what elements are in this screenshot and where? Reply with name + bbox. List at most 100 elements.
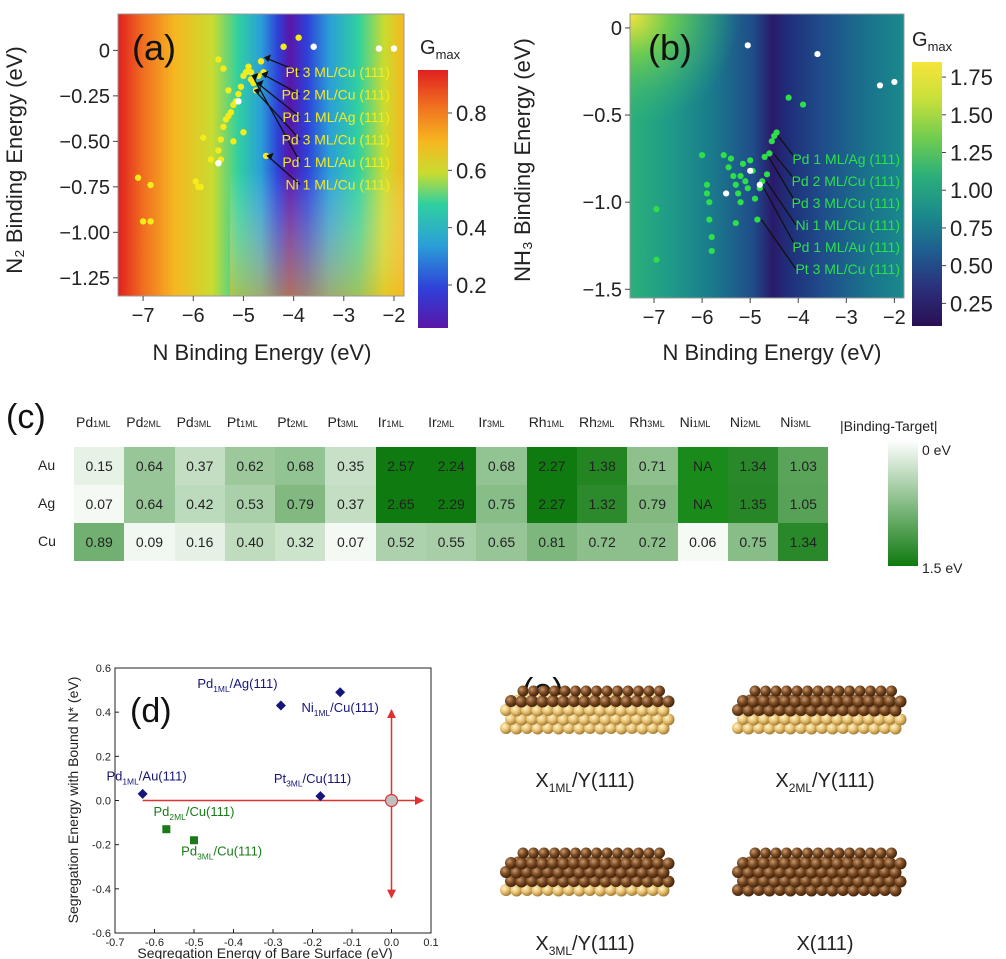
gold-atom — [510, 704, 523, 717]
brown-atom — [622, 685, 634, 697]
data-point-white — [390, 45, 398, 52]
brown-atom — [863, 695, 875, 707]
gold-atom — [563, 704, 575, 716]
brown-atom — [584, 866, 596, 878]
brown-atom — [620, 857, 633, 870]
gold-atom — [594, 884, 607, 897]
panel-e-caption-3: X3ML/Y(111) — [535, 933, 634, 958]
brown-atom — [791, 685, 803, 697]
brown-atom — [812, 847, 824, 859]
x-tick-label: −6 — [691, 307, 714, 329]
brown-atom — [758, 695, 770, 707]
y-tick-label: −0.5 — [583, 105, 622, 127]
x-tick-label: −2 — [883, 307, 906, 329]
data-point-yellow — [237, 83, 245, 90]
brown-atom — [810, 857, 823, 870]
brown-atom — [612, 847, 623, 859]
brown-atom — [779, 857, 791, 869]
point-label: Pd1ML/Au(111) — [106, 769, 186, 787]
brown-atom — [863, 857, 875, 869]
brown-atom — [768, 875, 781, 888]
brown-atom — [879, 704, 891, 716]
brown-atom — [594, 866, 607, 879]
brown-atom — [894, 875, 907, 888]
brown-atom — [812, 685, 824, 697]
brown-atom — [652, 857, 664, 869]
brown-atom — [831, 857, 844, 870]
brown-atom — [570, 847, 581, 859]
gold-atom — [647, 704, 659, 716]
table-cell: 0.32 — [275, 523, 326, 561]
brown-atom — [599, 857, 612, 870]
data-point-green — [742, 178, 749, 185]
gold-atom — [536, 713, 549, 726]
gold-atom — [631, 713, 643, 725]
column-header: Rh1ML — [528, 414, 565, 430]
brown-atom — [570, 685, 581, 697]
y-tick-label: -0.6 — [92, 928, 111, 940]
brown-atom — [732, 866, 744, 878]
table-cell: 0.75 — [727, 523, 779, 561]
brown-atom — [784, 884, 797, 897]
table-cell: NA — [677, 447, 728, 485]
gold-atom — [657, 722, 670, 735]
data-point-white — [744, 42, 751, 49]
brown-atom — [636, 866, 649, 879]
gold-atom — [521, 722, 533, 734]
data-point-diamond — [137, 788, 148, 799]
annotation-arrow — [777, 135, 797, 160]
data-point-green — [730, 172, 737, 180]
y-tick-label: 0.4 — [96, 707, 111, 719]
brown-atom — [879, 884, 891, 896]
annotation-arrow — [251, 75, 301, 163]
data-point-green — [727, 155, 735, 162]
panel-b-x-axis-label: N Binding Energy (eV) — [663, 340, 882, 365]
gold-atom — [758, 713, 770, 725]
brown-atom — [633, 847, 644, 859]
brown-atom — [515, 695, 528, 708]
point-label: Pd1ML/Ag(111) — [197, 676, 277, 694]
brown-atom — [823, 685, 834, 697]
brown-atom — [538, 685, 550, 697]
brown-atom — [889, 884, 902, 897]
gold-atom — [784, 722, 797, 735]
brown-atom — [884, 695, 896, 707]
x-tick-label: -0.5 — [185, 937, 204, 949]
panel-b-colorbar — [912, 62, 942, 326]
annotation-label: Pt 3 ML/Cu (111) — [285, 64, 390, 80]
annotation-arrow — [262, 73, 301, 96]
brown-atom — [833, 685, 845, 697]
brown-atom — [610, 695, 622, 707]
table-cell: 0.89 — [74, 523, 125, 561]
data-point-yellow — [240, 129, 247, 136]
panel-e-slab-models: (e) X1ML/Y(111) X2ML/Y(111) X3ML/Y(111) … — [500, 672, 907, 958]
data-point-yellow — [257, 58, 265, 65]
x-tick-label: −5 — [232, 305, 255, 327]
brown-atom — [826, 884, 839, 897]
brown-atom — [662, 875, 675, 888]
panel-d-scatter: -0.7 -0.6 -0.5 -0.4 -0.3 -0.2 -0.1 0.0 0.1 0.60.… — [65, 663, 439, 959]
brown-atom — [768, 695, 781, 708]
gold-atom — [531, 884, 544, 897]
column-header: Ni2ML — [729, 414, 761, 430]
panel-d-label: (d) — [130, 692, 172, 730]
gold-atom — [521, 704, 533, 716]
gold-atom — [594, 722, 607, 735]
gold-atom — [552, 704, 565, 717]
brown-atom — [563, 866, 575, 878]
brown-atom — [837, 884, 849, 896]
column-header: Rh2ML — [579, 414, 615, 430]
data-point-yellow — [227, 109, 235, 116]
annotation-label: Pd 1 ML/Ag (111) — [282, 109, 390, 125]
brown-atom — [852, 695, 865, 708]
gold-atom — [526, 713, 538, 725]
annotation-arrowhead — [251, 72, 259, 81]
brown-atom — [821, 695, 833, 707]
brown-atom — [810, 695, 823, 708]
brown-atom — [573, 866, 586, 879]
y-tick-label: -0.4 — [92, 884, 111, 896]
brown-atom — [580, 847, 592, 859]
colorbar-tick-label: 0.25 — [950, 291, 993, 316]
data-point-white — [756, 181, 763, 188]
annotation-arrow — [264, 57, 301, 73]
